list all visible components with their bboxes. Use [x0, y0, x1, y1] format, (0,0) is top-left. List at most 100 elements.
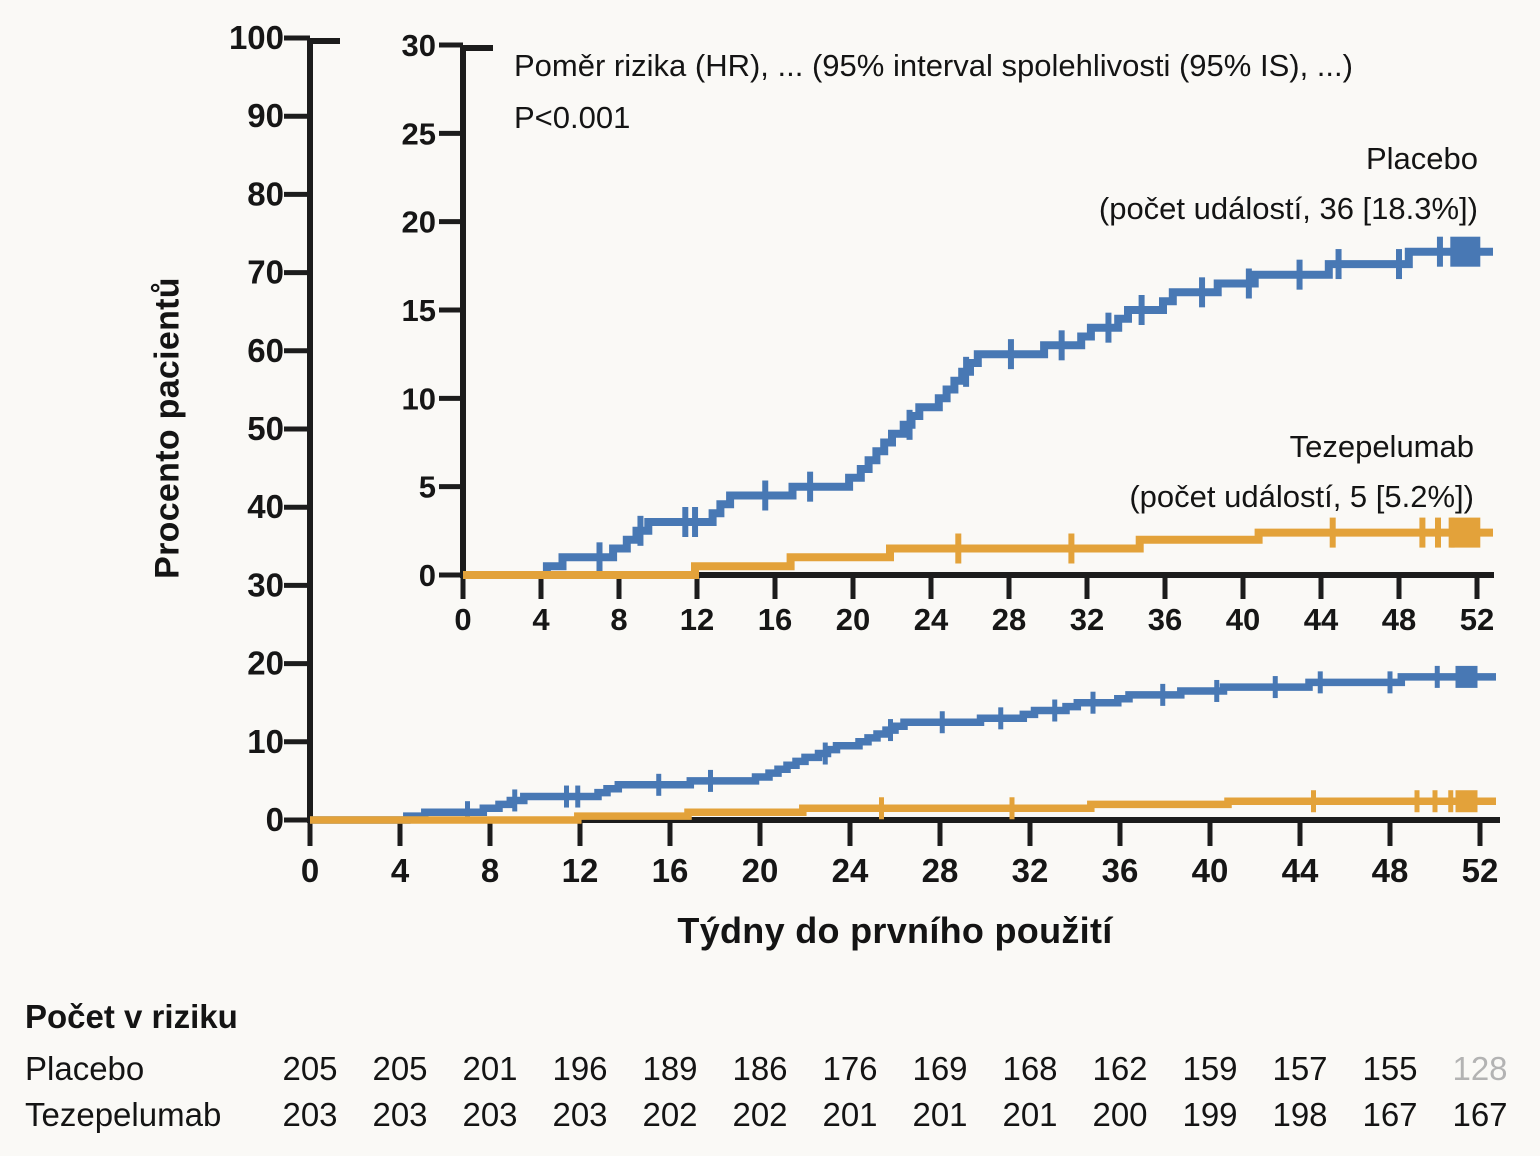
- svg-text:48: 48: [1382, 602, 1416, 637]
- risk-table-title: Počet v riziku: [25, 998, 238, 1035]
- svg-text:32: 32: [1070, 602, 1104, 637]
- main-placebo-end-marker: [1455, 665, 1478, 688]
- risk-value-tezepelumab-week-8: 203: [462, 1096, 518, 1133]
- svg-text:4: 4: [532, 602, 550, 637]
- risk-value-tezepelumab-week-36: 200: [1092, 1096, 1148, 1133]
- risk-value-tezepelumab-week-52: 167: [1452, 1096, 1508, 1133]
- svg-text:80: 80: [247, 175, 284, 212]
- svg-text:24: 24: [832, 852, 869, 889]
- svg-text:40: 40: [1192, 852, 1229, 889]
- y-axis-title: Procento pacientů: [148, 277, 187, 579]
- svg-text:8: 8: [610, 602, 627, 637]
- svg-text:0: 0: [419, 558, 436, 593]
- risk-value-tezepelumab-week-16: 202: [642, 1096, 698, 1133]
- svg-text:0: 0: [454, 602, 471, 637]
- risk-value-tezepelumab-week-4: 203: [372, 1096, 428, 1133]
- svg-text:28: 28: [922, 852, 959, 889]
- svg-text:28: 28: [992, 602, 1026, 637]
- annotation-pvalue: P<0.001: [514, 100, 631, 135]
- main-tezepelumab-curve: [310, 790, 1496, 824]
- legend-placebo: Placebo (počet událostí, 36 [18.3%]): [1099, 134, 1478, 234]
- main-tezepelumab-end-marker: [1455, 790, 1478, 813]
- svg-text:60: 60: [247, 332, 284, 369]
- svg-text:8: 8: [481, 852, 499, 889]
- svg-text:52: 52: [1460, 602, 1494, 637]
- risk-row-label-placebo: Placebo: [25, 1050, 145, 1087]
- svg-text:30: 30: [402, 28, 436, 63]
- svg-text:50: 50: [247, 410, 284, 447]
- risk-value-placebo-week-40: 159: [1182, 1050, 1238, 1087]
- svg-text:20: 20: [402, 205, 436, 240]
- svg-text:36: 36: [1148, 602, 1182, 637]
- svg-text:20: 20: [247, 645, 284, 682]
- risk-value-placebo-week-36: 162: [1092, 1050, 1148, 1087]
- svg-text:16: 16: [652, 852, 689, 889]
- svg-text:32: 32: [1012, 852, 1049, 889]
- risk-value-tezepelumab-week-20: 202: [732, 1096, 788, 1133]
- risk-value-placebo-week-52: 128: [1452, 1050, 1508, 1087]
- svg-text:44: 44: [1304, 602, 1339, 637]
- svg-text:70: 70: [247, 254, 284, 291]
- risk-value-tezepelumab-week-48: 167: [1362, 1096, 1418, 1133]
- legend-tezepelumab-name: Tezepelumab: [1289, 429, 1474, 464]
- risk-value-placebo-week-24: 176: [822, 1050, 878, 1087]
- risk-value-tezepelumab-week-0: 203: [282, 1096, 338, 1133]
- risk-value-tezepelumab-week-40: 199: [1182, 1096, 1238, 1133]
- legend-placebo-name: Placebo: [1365, 141, 1478, 176]
- risk-value-tezepelumab-week-28: 201: [912, 1096, 968, 1133]
- svg-text:20: 20: [742, 852, 779, 889]
- main-placebo-curve: [310, 665, 1496, 824]
- risk-value-placebo-week-0: 205: [282, 1050, 338, 1087]
- risk-row-placebo: Placebo 205 205 201 196 189 186 176 169 168 162 15…: [0, 1050, 1540, 1092]
- risk-value-placebo-week-44: 157: [1272, 1050, 1328, 1087]
- svg-text:44: 44: [1282, 852, 1319, 889]
- svg-text:16: 16: [758, 602, 792, 637]
- risk-value-placebo-week-28: 169: [912, 1050, 968, 1087]
- svg-text:40: 40: [1226, 602, 1260, 637]
- inset-tezepelumab-curve: [463, 517, 1493, 579]
- annotation-hazard-ratio: Poměr rizika (HR), ... (95% interval spo…: [514, 48, 1353, 83]
- svg-text:30: 30: [247, 566, 284, 603]
- svg-text:52: 52: [1462, 852, 1499, 889]
- risk-value-placebo-week-32: 168: [1002, 1050, 1058, 1087]
- x-axis-title: Týdny do prvního použití: [677, 910, 1113, 951]
- inset-tezepelumab-end-marker: [1450, 517, 1481, 548]
- risk-value-tezepelumab-week-32: 201: [1002, 1096, 1058, 1133]
- risk-value-placebo-week-16: 189: [642, 1050, 698, 1087]
- svg-text:24: 24: [914, 602, 949, 637]
- svg-text:4: 4: [391, 852, 410, 889]
- legend-tezepelumab-events: (počet událostí, 5 [5.2%]): [1129, 479, 1474, 514]
- svg-text:10: 10: [247, 723, 284, 760]
- risk-value-tezepelumab-week-12: 203: [552, 1096, 608, 1133]
- svg-text:12: 12: [562, 852, 599, 889]
- legend-placebo-events: (počet událostí, 36 [18.3%]): [1098, 191, 1478, 226]
- svg-text:90: 90: [247, 97, 284, 134]
- annotation: Poměr rizika (HR), ... (95% interval spo…: [514, 40, 1353, 144]
- inset-placebo-curve: [463, 236, 1493, 579]
- risk-value-placebo-week-48: 155: [1362, 1050, 1418, 1087]
- risk-value-placebo-week-4: 205: [372, 1050, 428, 1087]
- svg-text:0: 0: [266, 801, 284, 838]
- svg-text:0: 0: [301, 852, 319, 889]
- risk-value-placebo-week-20: 186: [732, 1050, 788, 1087]
- risk-value-placebo-week-12: 196: [552, 1050, 608, 1087]
- svg-text:25: 25: [402, 116, 436, 151]
- svg-text:48: 48: [1372, 852, 1409, 889]
- inset-placebo-end-marker: [1450, 236, 1481, 267]
- risk-value-tezepelumab-week-24: 201: [822, 1096, 878, 1133]
- svg-text:36: 36: [1102, 852, 1139, 889]
- svg-text:40: 40: [247, 488, 284, 525]
- svg-text:5: 5: [419, 470, 436, 505]
- svg-text:10: 10: [402, 381, 436, 416]
- svg-text:15: 15: [402, 293, 436, 328]
- svg-text:100: 100: [229, 19, 284, 56]
- svg-text:20: 20: [836, 602, 870, 637]
- legend-tezepelumab: Tezepelumab (počet událostí, 5 [5.2%]): [1129, 422, 1474, 522]
- svg-text:12: 12: [680, 602, 714, 637]
- risk-value-placebo-week-8: 201: [462, 1050, 518, 1087]
- risk-value-tezepelumab-week-44: 198: [1272, 1096, 1328, 1133]
- risk-row-label-tezepelumab: Tezepelumab: [25, 1096, 222, 1133]
